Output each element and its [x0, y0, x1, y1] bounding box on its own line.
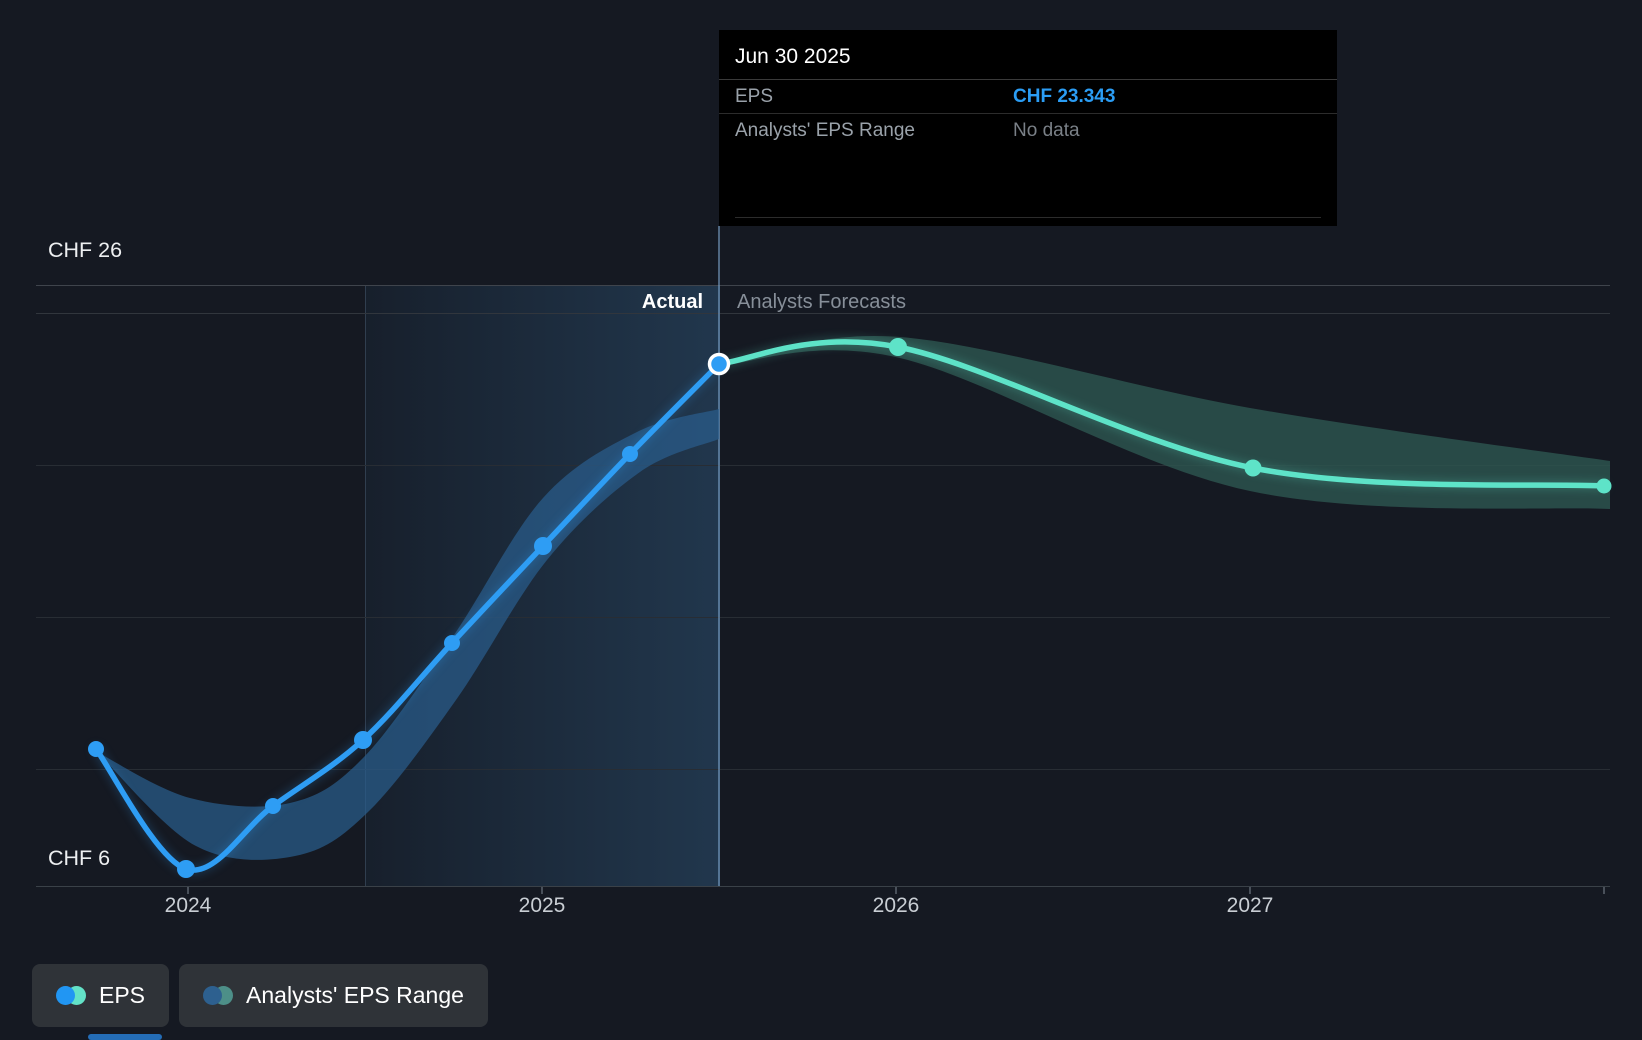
tooltip-date: Jun 30 2025 — [719, 30, 1337, 80]
forecast-data-point-0[interactable] — [889, 338, 907, 356]
x-tick-2028 — [1603, 887, 1605, 894]
x-tick-2024 — [187, 887, 189, 894]
tooltip-range-row: Analysts' EPS Range No data — [719, 114, 1337, 147]
actual-data-point-1[interactable] — [177, 860, 195, 878]
forecast-analyst-range-band — [719, 335, 1610, 509]
x-axis-label-2027: 2027 — [1226, 894, 1274, 917]
x-axis-label-2024: 2024 — [164, 894, 212, 917]
x-tick-2025 — [541, 887, 543, 894]
bottom-scrollbar-thumb[interactable] — [88, 1034, 162, 1040]
legend-item-analysts-eps-range[interactable]: Analysts' EPS Range — [179, 964, 488, 1027]
tooltip-range-label: Analysts' EPS Range — [735, 119, 915, 141]
tooltip-bottom-divider — [735, 217, 1321, 218]
tooltip-range-value: No data — [1013, 119, 1080, 141]
forecast-data-point-2[interactable] — [1596, 478, 1612, 494]
tooltip-eps-value: CHF 23.343 — [1013, 85, 1116, 107]
actual-data-point-4[interactable] — [444, 635, 460, 651]
tooltip-eps-label: EPS — [735, 85, 774, 107]
legend-range-label: Analysts' EPS Range — [246, 982, 464, 1008]
legend-item-eps[interactable]: EPS — [32, 964, 170, 1027]
chart-tooltip: Jun 30 2025 EPS CHF 23.343 Analysts' EPS… — [719, 30, 1337, 226]
x-axis-label-2025: 2025 — [518, 894, 566, 917]
transition-data-point[interactable] — [707, 352, 731, 376]
actual-data-point-0[interactable] — [88, 741, 104, 757]
eps-series-icon — [56, 986, 86, 1005]
forecast-eps-line — [716, 339, 1607, 489]
tooltip-eps-row: EPS CHF 23.343 — [719, 80, 1337, 114]
actual-data-point-3[interactable] — [354, 731, 372, 749]
gridline-header — [36, 313, 1610, 314]
chart-legend: EPS Analysts' EPS Range — [32, 964, 488, 1027]
recent-period-highlight — [365, 285, 720, 886]
gridline-1 — [36, 465, 1610, 466]
x-tick-2027 — [1249, 887, 1251, 894]
recent-period-highlight-edge — [365, 285, 366, 886]
forecast-section-label: Analysts Forecasts — [737, 291, 906, 313]
y-axis-label-top: CHF 26 — [48, 238, 123, 262]
x-axis-line — [36, 886, 1610, 887]
gridline-top — [36, 285, 1610, 286]
actual-data-point-5[interactable] — [534, 537, 552, 555]
legend-eps-label: EPS — [99, 982, 146, 1008]
actual-data-point-6[interactable] — [622, 446, 638, 462]
past-analyst-range-band — [97, 409, 719, 860]
actual-data-point-2[interactable] — [265, 798, 281, 814]
forecast-data-point-1[interactable] — [1244, 459, 1262, 477]
gridline-2 — [36, 617, 1610, 618]
actual-forecast-divider-line — [718, 226, 720, 886]
y-axis-label-bottom: CHF 6 — [48, 846, 111, 870]
gridline-3 — [36, 769, 1610, 770]
range-series-icon — [203, 986, 234, 1005]
x-tick-2026 — [895, 887, 897, 894]
actual-section-label: Actual — [641, 291, 703, 313]
x-axis-label-2026: 2026 — [872, 894, 920, 917]
